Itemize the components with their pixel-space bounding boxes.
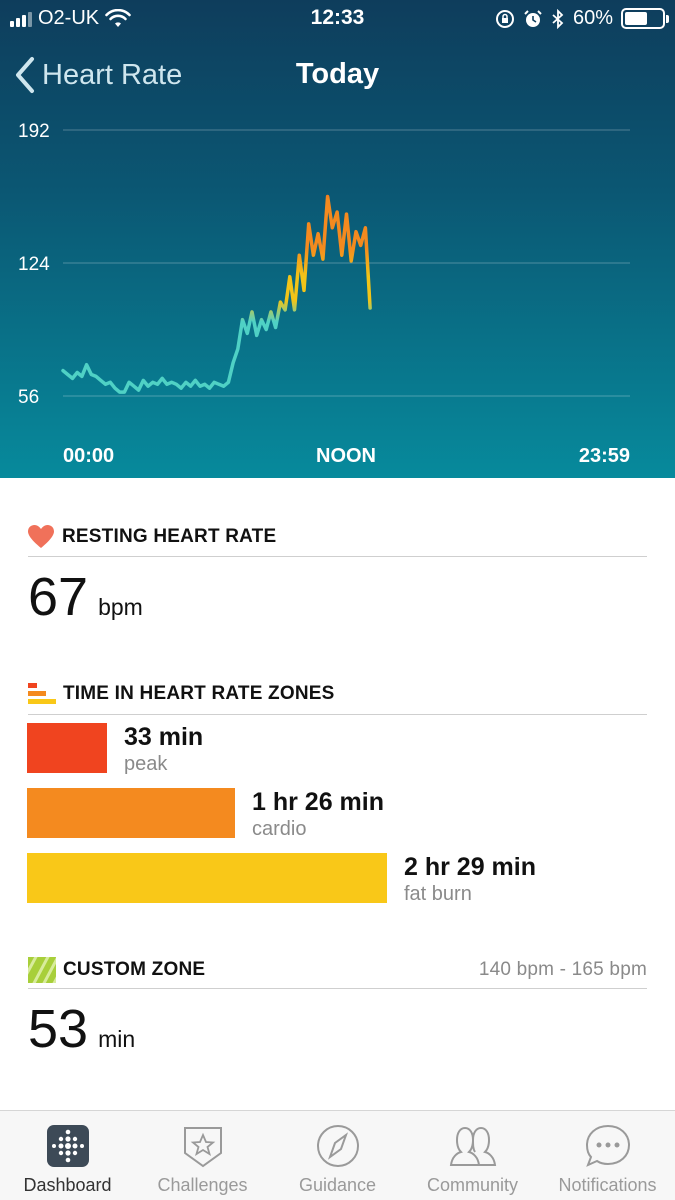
zone-label-cardio: cardio	[252, 818, 307, 840]
zone-text-fat-burn: 2 hr 29 min fat burn	[404, 853, 536, 906]
divider	[28, 714, 647, 715]
page-title: Today	[295, 58, 380, 90]
heart-rate-chart: 192 124 56 00:00 NOON 23:59	[18, 121, 630, 467]
rotation-lock-icon	[495, 9, 514, 28]
tab-label: Community	[426, 1175, 519, 1195]
zone-label-fat-burn: fat burn	[404, 883, 472, 905]
guidance-icon	[316, 1125, 359, 1167]
resting-heart-rate-value-row: 67 bpm	[28, 566, 143, 628]
x-tick-label: NOON	[316, 445, 376, 467]
status-bar: O2-UK 12:33 60%	[0, 0, 675, 40]
battery-icon	[621, 8, 669, 29]
custom-zone-header: CUSTOM ZONE 140 bpm - 165 bpm	[28, 957, 647, 983]
chevron-left-icon	[16, 57, 34, 93]
divider	[28, 556, 647, 557]
zone-bar-peak	[27, 723, 107, 773]
signal-strength-icon	[10, 11, 32, 27]
heart-rate-line	[61, 194, 372, 394]
resting-heart-rate-unit: bpm	[98, 594, 143, 620]
time-in-zones-header: TIME IN HEART RATE ZONES	[28, 683, 647, 705]
y-tick-label: 56	[18, 387, 39, 408]
tab-notifications[interactable]: Notifications	[540, 1123, 675, 1196]
zone-row-peak: 33 min peak	[27, 723, 647, 776]
zone-row-cardio: 1 hr 26 min cardio	[27, 788, 647, 841]
community-icon	[449, 1126, 496, 1166]
battery-percent: 60%	[572, 7, 613, 29]
zone-text-peak: 33 min peak	[124, 723, 203, 776]
custom-zone-unit: min	[98, 1026, 136, 1052]
notifications-icon	[585, 1124, 630, 1167]
back-button[interactable]: Heart Rate	[14, 56, 182, 94]
y-tick-label: 192	[18, 121, 50, 142]
heart-icon	[28, 525, 54, 548]
challenges-icon	[183, 1127, 222, 1168]
custom-zone-title: CUSTOM ZONE	[63, 959, 206, 980]
wifi-icon	[105, 8, 131, 27]
zone-label-peak: peak	[124, 753, 168, 775]
tab-label: Dashboard	[23, 1175, 112, 1195]
custom-zone-range: 140 bpm - 165 bpm	[478, 959, 647, 980]
tab-label: Notifications	[558, 1175, 657, 1195]
alarm-icon	[524, 9, 542, 27]
custom-zone-icon	[28, 957, 56, 983]
divider	[28, 988, 647, 989]
zones-icon	[28, 683, 56, 704]
resting-heart-rate-title: RESTING HEART RATE	[62, 526, 277, 547]
tab-label: Guidance	[298, 1175, 377, 1195]
x-tick-label: 00:00	[63, 445, 114, 467]
zone-value-peak: 33 min	[124, 723, 204, 751]
resting-heart-rate-value: 67	[28, 567, 89, 627]
resting-heart-rate-header: RESTING HEART RATE	[28, 525, 647, 549]
zone-text-cardio: 1 hr 26 min cardio	[252, 788, 384, 841]
dashboard-icon	[46, 1125, 89, 1167]
zone-value-fat-burn: 2 hr 29 min	[404, 853, 536, 881]
tab-guidance[interactable]: Guidance	[270, 1123, 405, 1196]
carrier-name: O2-UK	[38, 7, 100, 29]
heart-rate-header: O2-UK 12:33 60%	[0, 0, 675, 478]
nav-bar: Heart Rate Today	[0, 52, 675, 102]
zone-row-fat-burn: 2 hr 29 min fat burn	[27, 853, 647, 906]
status-right: 60%	[495, 7, 669, 30]
tab-bar: Dashboard Challenges Guidance Community …	[0, 1110, 675, 1200]
tab-label: Challenges	[157, 1175, 248, 1195]
custom-zone-value: 53	[28, 999, 89, 1059]
bluetooth-icon	[552, 8, 564, 29]
zone-bar-fat-burn	[27, 853, 387, 903]
back-label: Heart Rate	[42, 58, 183, 91]
battery-fill	[625, 12, 647, 25]
custom-zone-value-row: 53 min	[28, 998, 135, 1060]
status-time: 12:33	[310, 6, 365, 29]
tab-community[interactable]: Community	[405, 1123, 540, 1196]
tab-challenges[interactable]: Challenges	[135, 1123, 270, 1196]
time-in-zones-title: TIME IN HEART RATE ZONES	[63, 683, 335, 704]
y-tick-label: 124	[18, 254, 50, 275]
x-tick-label: 23:59	[579, 445, 630, 467]
status-left: O2-UK	[10, 7, 131, 30]
tab-dashboard[interactable]: Dashboard	[0, 1123, 135, 1196]
zone-value-cardio: 1 hr 26 min	[252, 788, 384, 816]
zone-bar-cardio	[27, 788, 235, 838]
